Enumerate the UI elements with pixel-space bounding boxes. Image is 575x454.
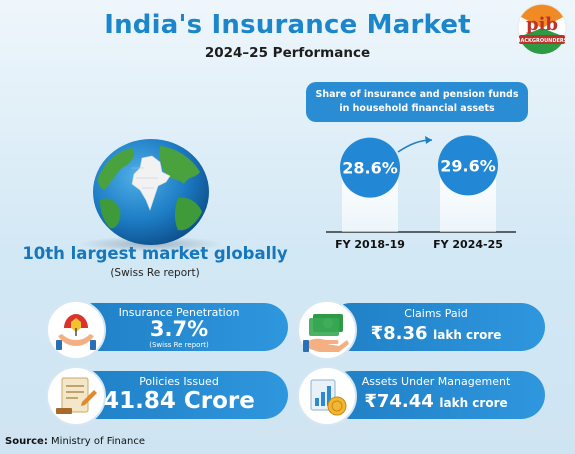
penetration-card: Insurance Penetration 3.7% (Swiss Re rep… xyxy=(70,303,288,351)
umbrella-hands-icon xyxy=(56,314,96,350)
pib-logo: pib BACKGROUNDERS xyxy=(517,3,568,55)
chart-bubble-1 xyxy=(340,137,400,198)
svg-text:BACKGROUNDERS: BACKGROUNDERS xyxy=(517,38,568,44)
chart-category-label-2: FY 2024-25 xyxy=(433,238,503,251)
assets-unit: lakh crore xyxy=(439,396,508,410)
assets-chart-icon xyxy=(310,379,347,416)
ranking-source: (Swiss Re report) xyxy=(110,267,200,279)
chart-value-label-2: 29.6% xyxy=(440,156,496,175)
policies-icon-badge xyxy=(46,366,106,426)
policies-value: 41.84 Crore xyxy=(103,388,255,414)
assets-icon-badge xyxy=(297,366,357,426)
assets-label: Assets Under Management xyxy=(361,375,511,388)
penetration-label: Insurance Penetration xyxy=(118,306,240,319)
ranking-headline: 10th largest market globally xyxy=(22,244,288,263)
claims-unit: lakh crore xyxy=(433,328,502,342)
claims-value-line: ₹8.36 lakh crore xyxy=(327,323,545,344)
claims-icon-badge xyxy=(297,300,357,360)
claims-card: Claims Paid ₹8.36 lakh crore xyxy=(327,303,545,351)
penetration-note: (Swiss Re report) xyxy=(149,341,209,349)
chart-category-label-1: FY 2018-19 xyxy=(335,238,405,251)
policy-document-icon xyxy=(56,377,97,414)
growth-arrow-head xyxy=(425,136,432,144)
chart-bubble-2 xyxy=(438,135,498,196)
chart-title-line-2: in household financial assets xyxy=(339,103,495,114)
penetration-value: 3.7% xyxy=(149,317,209,341)
source-footnote: Source: Ministry of Finance xyxy=(5,436,145,447)
page-subtitle: 2024–25 Performance xyxy=(204,45,371,61)
assets-value-line: ₹74.44 lakh crore xyxy=(327,391,545,412)
penetration-icon-badge xyxy=(46,300,106,360)
chart-value-label-1: 28.6% xyxy=(342,159,398,178)
claims-label: Claims Paid xyxy=(404,307,468,320)
source-value: Ministry of Finance xyxy=(51,436,145,447)
household-share-chart: 28.6% FY 2018-19 29.6% FY 2024-25 xyxy=(326,135,516,251)
claims-value: ₹8.36 xyxy=(370,323,428,344)
cash-hand-icon xyxy=(303,314,349,352)
chart-title-line-1: Share of insurance and pension funds xyxy=(315,89,519,100)
assets-value: ₹74.44 xyxy=(364,391,434,412)
policies-card: Policies Issued 41.84 Crore xyxy=(70,371,288,419)
policies-label: Policies Issued xyxy=(139,375,219,388)
globe-india-icon xyxy=(93,139,209,245)
page-title: India's Insurance Market xyxy=(104,10,471,40)
assets-card: Assets Under Management ₹74.44 lakh cror… xyxy=(327,371,545,419)
chart-title: Share of insurance and pension funds in … xyxy=(306,82,528,122)
source-label: Source: xyxy=(5,436,48,447)
svg-text:pib: pib xyxy=(526,14,558,35)
